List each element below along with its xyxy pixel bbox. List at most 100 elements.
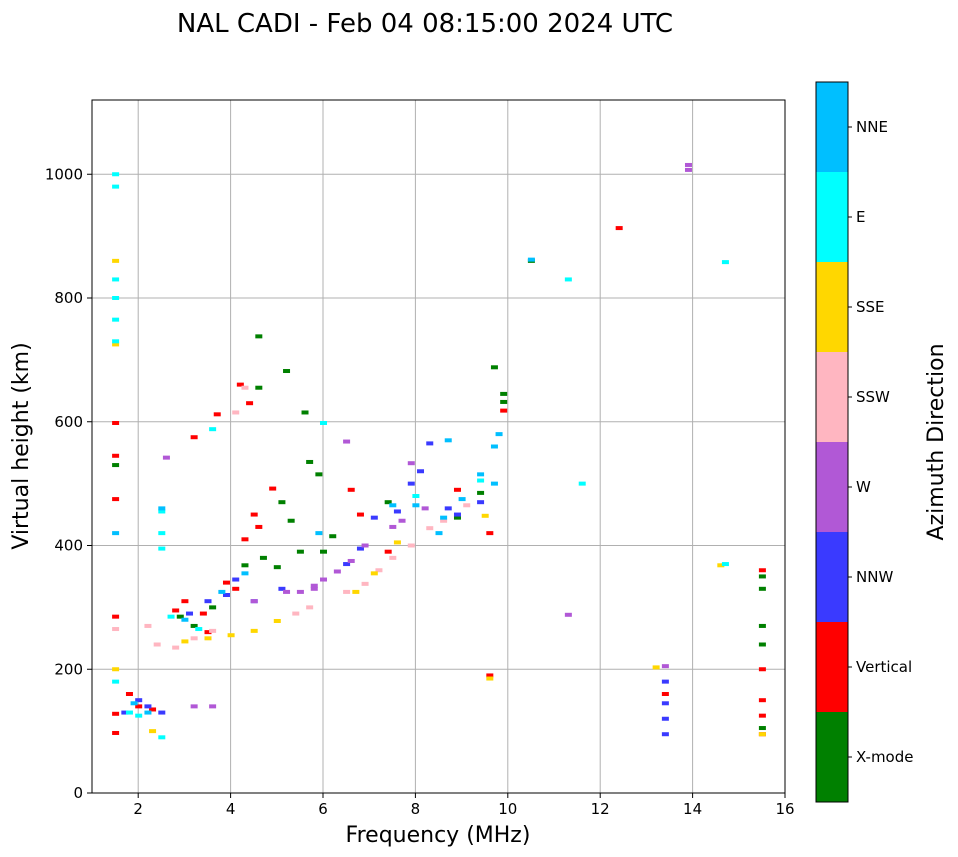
colorbar-segment (816, 262, 848, 352)
colorbar-segment (816, 442, 848, 532)
data-point (144, 704, 152, 709)
data-point (112, 296, 120, 300)
data-point (204, 630, 212, 635)
data-point (246, 401, 254, 406)
data-point (343, 562, 351, 567)
data-point (112, 497, 120, 502)
data-point (486, 531, 494, 536)
data-point (407, 461, 415, 466)
x-tick-label: 12 (591, 800, 610, 818)
data-point (112, 277, 120, 282)
data-point (112, 679, 120, 684)
colorbar-tick-label: W (856, 478, 871, 496)
data-point (717, 563, 725, 568)
data-point (721, 562, 729, 567)
data-point (167, 614, 175, 619)
y-tick-label: 0 (73, 784, 83, 802)
data-point (578, 481, 586, 486)
data-point (112, 531, 120, 536)
data-point (661, 664, 669, 669)
data-point (186, 611, 194, 616)
data-point (721, 260, 729, 265)
colorbar-tick-label: E (856, 208, 865, 226)
data-point (444, 438, 452, 443)
data-point (236, 382, 244, 387)
data-point (453, 487, 461, 492)
colorbar-segment (816, 712, 848, 802)
grid-lines (92, 100, 786, 794)
data-point (306, 605, 314, 610)
data-point (181, 639, 189, 644)
data-point (453, 515, 461, 520)
data-point (125, 692, 133, 696)
data-point (758, 642, 766, 647)
colorbar-tick-label: SSW (856, 388, 890, 406)
data-point (477, 490, 485, 495)
colorbar-tick-label: SSE (856, 298, 885, 316)
data-point (310, 586, 318, 591)
x-tick-label: 10 (498, 800, 517, 818)
data-point (283, 589, 291, 594)
data-point (112, 184, 120, 189)
data-point (255, 385, 263, 390)
data-point (222, 593, 230, 597)
y-tick-label: 200 (54, 660, 83, 678)
colorbar-tick-label: X-mode (856, 748, 913, 766)
data-point (112, 420, 120, 425)
data-point (195, 627, 203, 632)
data-point (684, 162, 692, 167)
data-point (315, 472, 323, 477)
data-point (320, 549, 327, 554)
data-point (393, 509, 401, 514)
x-tick-label: 6 (318, 800, 328, 818)
data-point (296, 589, 304, 594)
y-axis-ticks: 0 200 400 600 800 1000 (45, 165, 92, 802)
x-axis-ticks: 2 4 6 8 10 12 14 16 (133, 793, 795, 818)
data-point (661, 732, 669, 737)
data-point (412, 503, 420, 508)
data-point (426, 526, 434, 531)
data-point (495, 432, 503, 437)
data-point (500, 399, 508, 404)
data-point (199, 611, 207, 616)
data-point (273, 618, 281, 623)
data-point (241, 571, 249, 576)
data-point (684, 167, 692, 172)
data-point (241, 537, 249, 542)
data-point (250, 512, 258, 517)
data-point (232, 577, 240, 582)
y-tick-label: 800 (54, 289, 83, 307)
colorbar-segment (816, 352, 848, 442)
data-point (370, 571, 378, 576)
data-point (661, 716, 669, 721)
colorbar-segment (816, 622, 848, 712)
data-point (158, 531, 166, 536)
data-point (490, 481, 498, 486)
data-point (661, 701, 669, 706)
data-point (426, 441, 434, 446)
data-point (149, 729, 157, 734)
data-point (398, 518, 406, 523)
data-point (320, 420, 327, 425)
data-point (352, 589, 360, 594)
data-point (125, 710, 133, 715)
data-point (112, 463, 120, 468)
data-point (758, 586, 766, 591)
data-point (564, 277, 572, 282)
data-point (440, 518, 448, 523)
data-point (758, 732, 766, 737)
data-point (158, 546, 166, 551)
data-point (310, 583, 318, 588)
data-point (758, 623, 766, 628)
data-point (112, 730, 120, 735)
data-point (250, 599, 258, 604)
data-point (190, 435, 198, 440)
data-point (477, 472, 485, 477)
x-tick-label: 16 (775, 800, 794, 818)
data-point (661, 679, 669, 684)
data-point (181, 599, 189, 604)
data-point (112, 339, 120, 344)
data-point (490, 365, 498, 370)
data-point (458, 497, 466, 502)
data-point (278, 586, 286, 591)
